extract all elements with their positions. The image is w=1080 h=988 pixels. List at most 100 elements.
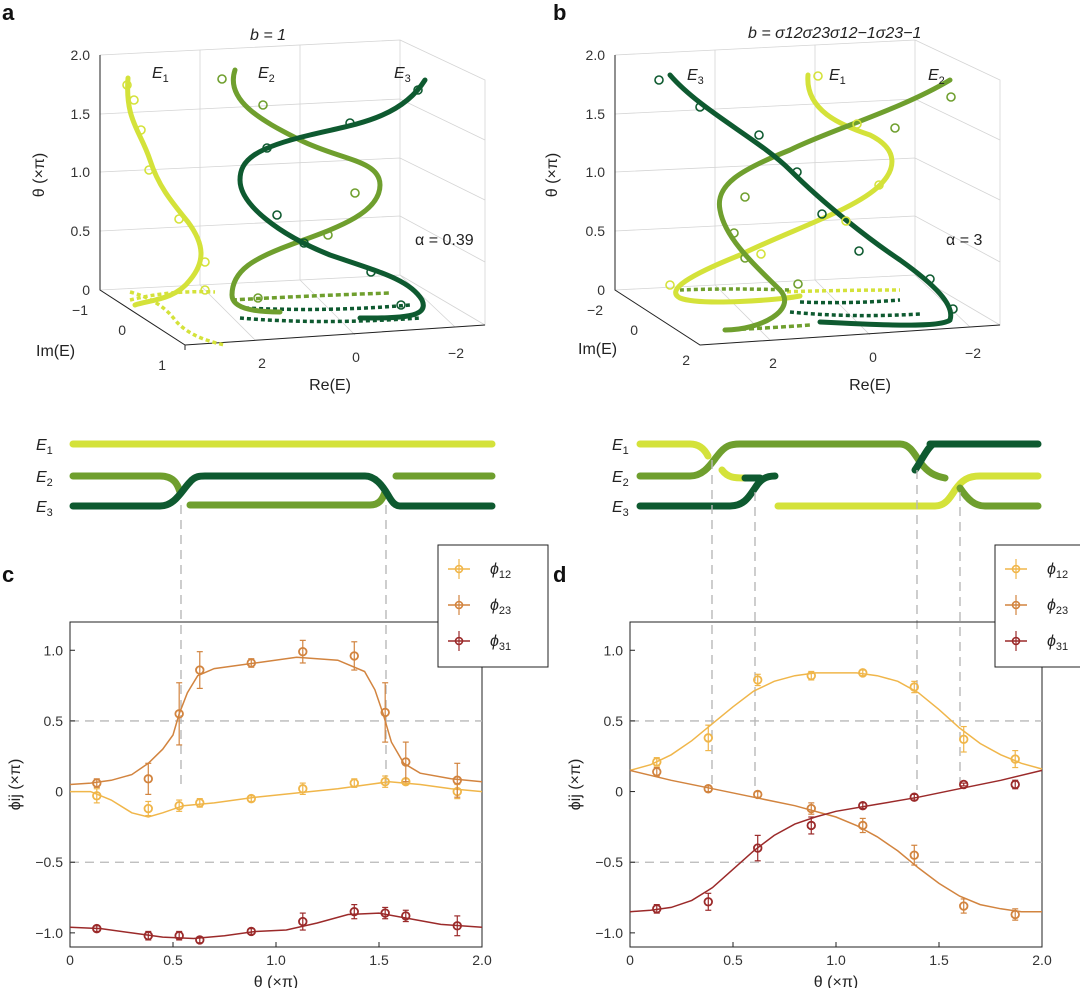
a-theta-tick: 2.0 bbox=[71, 47, 91, 63]
a-re-tick: −2 bbox=[448, 345, 464, 361]
a-theta-tick: 1.5 bbox=[71, 106, 91, 122]
a-curve-label: E2 bbox=[258, 65, 275, 85]
b-im-tick: −2 bbox=[587, 302, 603, 318]
data-point bbox=[195, 665, 205, 675]
a-E2-projection bbox=[231, 291, 391, 302]
data-point bbox=[349, 651, 359, 661]
data-point bbox=[401, 757, 411, 767]
legend-marker bbox=[1011, 636, 1021, 646]
a-data-point bbox=[200, 257, 210, 267]
series-line bbox=[629, 769, 1043, 913]
series-line bbox=[69, 912, 483, 940]
a-re-label: Re(E) bbox=[309, 377, 351, 394]
b-data-point bbox=[729, 228, 739, 238]
data-point bbox=[1010, 779, 1020, 790]
b-data-point bbox=[925, 274, 935, 284]
legend-label: ϕ23 bbox=[1047, 597, 1068, 617]
data-point bbox=[92, 923, 102, 934]
b-im-tick: 2 bbox=[682, 352, 690, 368]
data-point bbox=[858, 800, 868, 811]
b-data-point bbox=[817, 209, 827, 219]
b-E2-curve bbox=[716, 77, 953, 333]
b-curve-label: E1 bbox=[829, 67, 846, 87]
a-theta-tick: 1.0 bbox=[71, 164, 91, 180]
a-alpha-label: α = 0.39 bbox=[415, 232, 474, 249]
b-data-point bbox=[946, 92, 956, 102]
b-data-point bbox=[654, 75, 664, 85]
a-theta-tick: 0.5 bbox=[71, 223, 91, 239]
legend-d: ϕ12 ϕ23 ϕ31 bbox=[994, 544, 1080, 668]
y-tick-label: 0 bbox=[615, 784, 623, 800]
b-data-point bbox=[874, 180, 884, 190]
series-line bbox=[69, 656, 483, 786]
data-point bbox=[298, 784, 308, 794]
a-data-point bbox=[345, 118, 355, 128]
panel-a-3d-box bbox=[99, 39, 486, 350]
b-data-point bbox=[792, 167, 802, 177]
data-point bbox=[246, 926, 256, 937]
data-point bbox=[452, 775, 462, 785]
data-point bbox=[143, 930, 153, 941]
b-E3-curve bbox=[667, 72, 954, 328]
braid-left-labels: E1 E2 E3 bbox=[36, 437, 53, 519]
data-point bbox=[298, 916, 308, 927]
x-tick-label: 0 bbox=[66, 952, 74, 968]
braid-left-strand-E3 bbox=[69, 472, 496, 510]
a-data-point bbox=[200, 285, 210, 295]
a-im-label: Im(E) bbox=[36, 343, 75, 360]
y-axis-label: ϕij (×π) bbox=[7, 759, 24, 811]
x-tick-label: 0.5 bbox=[163, 952, 183, 968]
a-data-point bbox=[299, 238, 309, 248]
legend-marker bbox=[454, 564, 464, 574]
data-point bbox=[452, 921, 462, 931]
b-theta-tick: 2.0 bbox=[586, 47, 606, 63]
x-tick-label: 0.5 bbox=[723, 952, 743, 968]
legend-label: ϕ23 bbox=[490, 597, 511, 617]
b-E1-curve bbox=[673, 72, 895, 305]
data-point bbox=[652, 904, 662, 914]
b-data-point bbox=[665, 280, 675, 290]
b-data-point bbox=[754, 130, 764, 140]
data-point bbox=[753, 789, 763, 800]
panel-a-title: b = 1 bbox=[250, 27, 286, 44]
b-theta-label: θ (×π) bbox=[544, 153, 561, 197]
legend-label: ϕ31 bbox=[1047, 633, 1068, 653]
data-point bbox=[92, 791, 102, 801]
y-tick-label: −1.0 bbox=[35, 925, 63, 941]
a-data-point bbox=[350, 188, 360, 198]
b-im-tick: 0 bbox=[630, 322, 638, 338]
x-tick-label: 1.0 bbox=[266, 952, 286, 968]
legend-marker bbox=[454, 636, 464, 646]
braid-label: E1 bbox=[36, 437, 53, 457]
a-data-point bbox=[174, 214, 184, 224]
b-data-point bbox=[756, 249, 766, 259]
legend-c: ϕ12 ϕ23 ϕ31 bbox=[437, 544, 549, 668]
b-re-tick: 0 bbox=[869, 349, 877, 365]
braid-label: E3 bbox=[612, 499, 629, 519]
b-data-point bbox=[852, 119, 862, 129]
y-tick-label: 1.0 bbox=[604, 642, 624, 658]
data-point bbox=[703, 784, 713, 794]
data-point bbox=[380, 776, 390, 787]
x-tick-label: 2.0 bbox=[472, 952, 492, 968]
braid-right-strand-E3b bbox=[911, 440, 1042, 474]
data-point bbox=[959, 901, 969, 911]
b-data-point bbox=[854, 246, 864, 256]
data-point bbox=[806, 670, 816, 681]
panel-b-3d-box bbox=[614, 39, 1001, 346]
x-tick-label: 0 bbox=[626, 952, 634, 968]
a-im-tick: 1 bbox=[158, 357, 166, 373]
a-E2-curve bbox=[229, 67, 383, 315]
y-tick-label: −0.5 bbox=[595, 854, 623, 870]
b-data-point bbox=[890, 123, 900, 133]
braid-right bbox=[636, 440, 1042, 510]
b-im-label: Im(E) bbox=[578, 341, 617, 358]
x-axis-label: θ (×π) bbox=[814, 974, 858, 988]
data-point bbox=[298, 646, 308, 657]
data-point bbox=[909, 850, 919, 860]
b-re-tick: −2 bbox=[965, 345, 981, 361]
braid-label: E2 bbox=[612, 469, 629, 489]
panel-b-data-circles bbox=[654, 71, 958, 314]
b-theta-tick: 1.5 bbox=[586, 106, 606, 122]
